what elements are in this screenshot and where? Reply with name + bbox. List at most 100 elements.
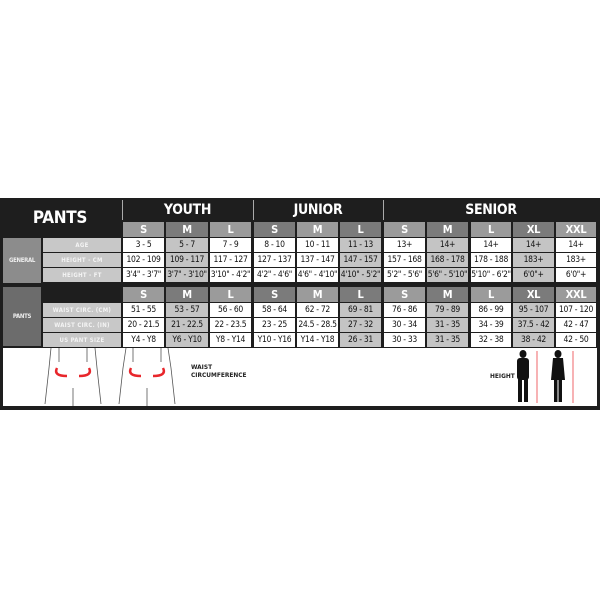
table-cell: 11 - 13 [340, 238, 381, 252]
row-label: US PANT SIZE [43, 333, 121, 347]
table-cell: 14+ [427, 238, 468, 252]
table-cell: Y10 - Y16 [254, 333, 295, 347]
table-cell: 107 - 120 [556, 303, 596, 317]
size-header: M [297, 287, 338, 302]
table-cell: 7 - 9 [210, 238, 251, 252]
table-cell: 95 - 107 [513, 303, 554, 317]
size-header: M [427, 287, 468, 302]
table-cell: 21 - 22.5 [166, 318, 208, 332]
table-cell: 3 - 5 [123, 238, 164, 252]
group-divider [122, 200, 123, 220]
group-senior: SENIOR [465, 202, 517, 218]
table-cell: 32 - 38 [471, 333, 511, 347]
table-cell: 14+ [556, 238, 596, 252]
table-cell: 86 - 99 [471, 303, 511, 317]
table-cell: 20 - 21.5 [123, 318, 164, 332]
table-cell: Y8 - Y14 [210, 333, 251, 347]
table-cell: 5'2" - 5'6" [384, 268, 425, 282]
table-cell: 3'4" - 3'7" [123, 268, 164, 282]
table-cell: 102 - 109 [123, 253, 164, 267]
table-cell: 4'10" - 5'2" [340, 268, 381, 282]
size-header: XXL [556, 222, 596, 237]
size-header: M [166, 222, 208, 237]
size-header: S [384, 287, 425, 302]
table-cell: 109 - 117 [166, 253, 208, 267]
table-cell: 79 - 89 [427, 303, 468, 317]
table-cell: 5 - 7 [166, 238, 208, 252]
size-header: M [297, 222, 338, 237]
size-header: XL [513, 222, 554, 237]
table-cell: 6'0"+ [513, 268, 554, 282]
size-header: M [427, 222, 468, 237]
table-cell: 137 - 147 [297, 253, 338, 267]
size-header: S [254, 287, 295, 302]
section-general: GENERAL [3, 238, 41, 283]
table-cell: 31 - 35 [427, 318, 468, 332]
table-cell: 5'10" - 6'2" [471, 268, 511, 282]
table-cell: 62 - 72 [297, 303, 338, 317]
row-label: HEIGHT - CM [43, 253, 121, 267]
table-cell: 14+ [471, 238, 511, 252]
size-header: L [340, 222, 381, 237]
height-caption: HEIGHT [490, 372, 515, 380]
table-cell: 178 - 188 [471, 253, 511, 267]
table-cell: 5'6" - 5'10" [427, 268, 468, 282]
size-header: S [123, 287, 164, 302]
table-cell: 69 - 81 [340, 303, 381, 317]
table-cell: 117 - 127 [210, 253, 251, 267]
group-divider [253, 200, 254, 220]
section-pants: PANTS [3, 287, 41, 346]
table-cell: 51 - 55 [123, 303, 164, 317]
size-header: L [340, 287, 381, 302]
table-cell: 31 - 35 [427, 333, 468, 347]
table-cell: 13+ [384, 238, 425, 252]
table-cell: 3'10" - 4'2" [210, 268, 251, 282]
table-cell: 4'6" - 4'10" [297, 268, 338, 282]
table-cell: 22 - 23.5 [210, 318, 251, 332]
table-cell: 3'7" - 3'10" [166, 268, 208, 282]
size-header: XL [513, 287, 554, 302]
size-chart: PANTS YOUTH JUNIOR SENIOR GENERAL PANTS … [0, 198, 600, 410]
table-cell: 10 - 11 [297, 238, 338, 252]
group-junior: JUNIOR [293, 202, 343, 218]
table-cell: 8 - 10 [254, 238, 295, 252]
table-cell: 157 - 168 [384, 253, 425, 267]
table-cell: 26 - 31 [340, 333, 381, 347]
row-label: AGE [43, 238, 121, 252]
table-cell: 168 - 178 [427, 253, 468, 267]
row-label: WAIST CIRC. (CM) [43, 303, 121, 317]
table-cell: 24.5 - 28.5 [297, 318, 338, 332]
table-cell: 37.5 - 42 [513, 318, 554, 332]
table-cell: Y6 - Y10 [166, 333, 208, 347]
table-cell: Y4 - Y8 [123, 333, 164, 347]
size-header: S [123, 222, 164, 237]
table-cell: 58 - 64 [254, 303, 295, 317]
size-header: S [254, 222, 295, 237]
table-cell: 42 - 47 [556, 318, 596, 332]
size-header: L [471, 222, 511, 237]
table-cell: 53 - 57 [166, 303, 208, 317]
size-header: M [166, 287, 208, 302]
size-header: L [210, 287, 251, 302]
size-header: L [210, 222, 251, 237]
group-divider [383, 200, 384, 220]
table-cell: 127 - 137 [254, 253, 295, 267]
table-cell: Y14 - Y18 [297, 333, 338, 347]
table-cell: 147 - 157 [340, 253, 381, 267]
table-cell: 56 - 60 [210, 303, 251, 317]
table-cell: 4'2" - 4'6" [254, 268, 295, 282]
chart-title: PANTS [32, 208, 88, 228]
table-cell: 76 - 86 [384, 303, 425, 317]
row-label: WAIST CIRC. (IN) [43, 318, 121, 332]
table-cell: 183+ [513, 253, 554, 267]
row-label: HEIGHT - FT [43, 268, 121, 282]
table-cell: 14+ [513, 238, 554, 252]
table-cell: 34 - 39 [471, 318, 511, 332]
waist-figures-icon [44, 348, 574, 406]
size-header: S [384, 222, 425, 237]
table-cell: 27 - 32 [340, 318, 381, 332]
table-cell: 30 - 34 [384, 318, 425, 332]
table-cell: 30 - 33 [384, 333, 425, 347]
table-cell: 6'0"+ [556, 268, 596, 282]
table-cell: 183+ [556, 253, 596, 267]
